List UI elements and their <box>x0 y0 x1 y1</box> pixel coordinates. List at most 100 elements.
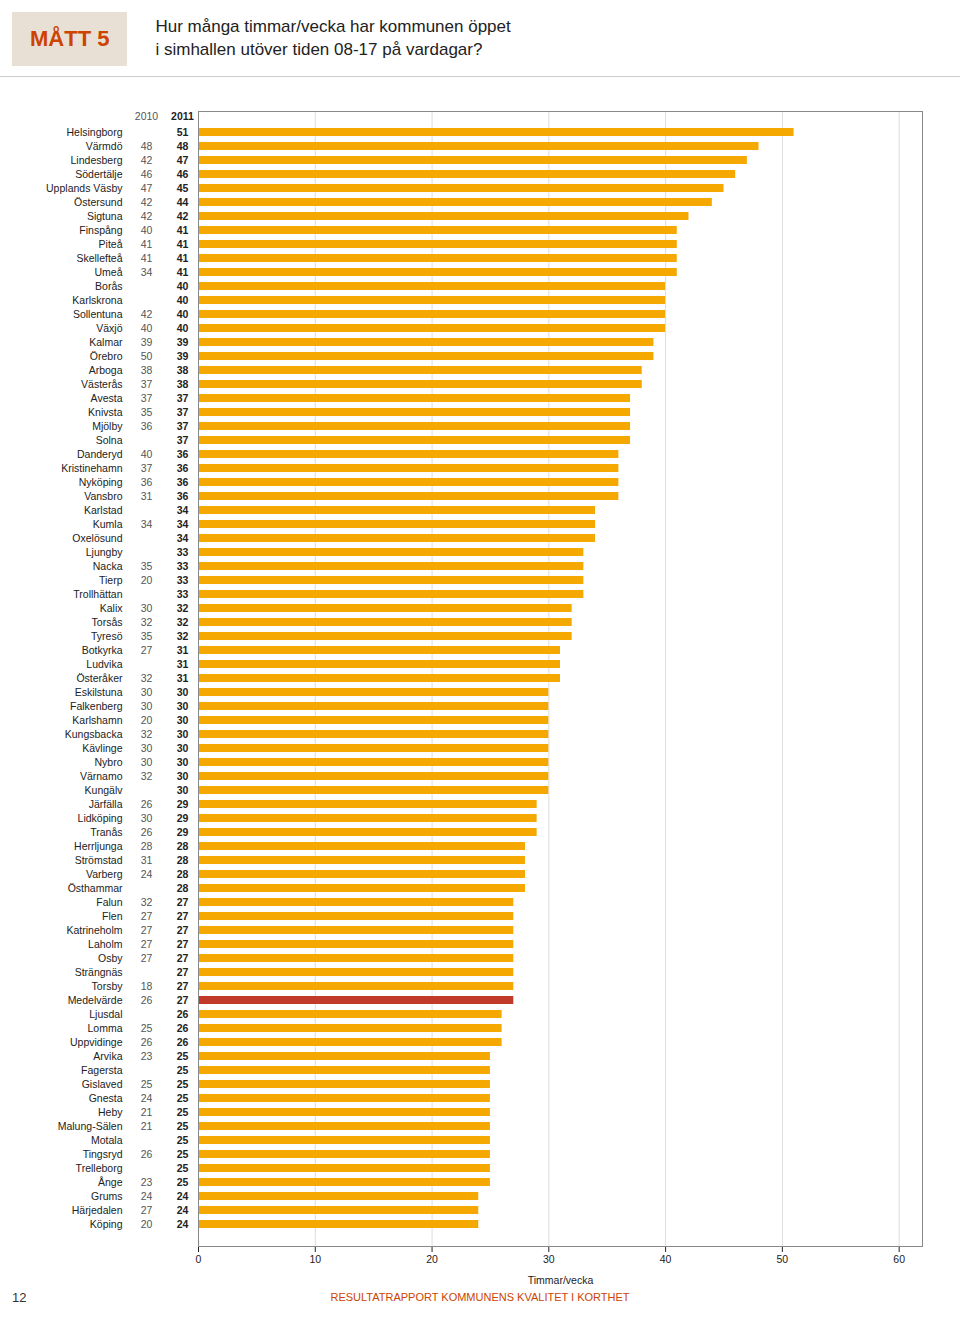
svg-text:21: 21 <box>141 1120 153 1132</box>
svg-text:40: 40 <box>141 224 153 236</box>
svg-text:37: 37 <box>177 392 189 404</box>
svg-text:25: 25 <box>177 1064 189 1076</box>
svg-text:25: 25 <box>177 1148 189 1160</box>
svg-text:Gislaved: Gislaved <box>82 1078 123 1090</box>
svg-text:30: 30 <box>141 602 153 614</box>
svg-text:Trollhättan: Trollhättan <box>73 588 122 600</box>
svg-text:38: 38 <box>177 364 189 376</box>
svg-text:40: 40 <box>177 322 189 334</box>
svg-text:36: 36 <box>141 420 153 432</box>
svg-text:Laholm: Laholm <box>88 938 123 950</box>
svg-text:Gnesta: Gnesta <box>89 1092 123 1104</box>
svg-text:28: 28 <box>177 854 189 866</box>
svg-text:25: 25 <box>177 1162 189 1174</box>
svg-text:Kävlinge: Kävlinge <box>82 742 122 754</box>
svg-text:26: 26 <box>177 1022 189 1034</box>
svg-text:45: 45 <box>177 182 189 194</box>
svg-text:30: 30 <box>141 686 153 698</box>
svg-text:Tierp: Tierp <box>99 574 123 586</box>
svg-text:46: 46 <box>177 168 189 180</box>
svg-text:25: 25 <box>177 1176 189 1188</box>
svg-text:38: 38 <box>141 364 153 376</box>
svg-text:36: 36 <box>177 476 189 488</box>
svg-text:47: 47 <box>141 182 153 194</box>
svg-text:20: 20 <box>141 714 153 726</box>
svg-text:27: 27 <box>141 910 153 922</box>
svg-text:24: 24 <box>177 1204 189 1216</box>
svg-text:Kumla: Kumla <box>93 518 123 530</box>
svg-text:41: 41 <box>177 238 189 250</box>
svg-text:Värnamo: Värnamo <box>80 770 123 782</box>
svg-text:Östersund: Östersund <box>74 196 123 208</box>
svg-text:29: 29 <box>177 812 189 824</box>
svg-text:Ljungby: Ljungby <box>86 546 124 558</box>
svg-text:32: 32 <box>141 616 153 628</box>
svg-text:10: 10 <box>309 1253 321 1265</box>
svg-text:36: 36 <box>177 462 189 474</box>
svg-text:Oxelösund: Oxelösund <box>72 532 122 544</box>
svg-text:Sigtuna: Sigtuna <box>87 210 123 222</box>
svg-text:Tranås: Tranås <box>90 826 122 838</box>
svg-text:29: 29 <box>177 798 189 810</box>
svg-text:Härjedalen: Härjedalen <box>72 1204 123 1216</box>
svg-text:25: 25 <box>177 1050 189 1062</box>
svg-text:Tyresö: Tyresö <box>91 630 123 642</box>
svg-text:2011: 2011 <box>171 110 194 122</box>
svg-text:Medelvärde: Medelvärde <box>68 994 123 1006</box>
svg-text:30: 30 <box>177 742 189 754</box>
svg-text:Strömstad: Strömstad <box>75 854 123 866</box>
svg-text:39: 39 <box>177 350 189 362</box>
svg-text:41: 41 <box>177 266 189 278</box>
svg-text:32: 32 <box>141 728 153 740</box>
svg-text:37: 37 <box>141 378 153 390</box>
svg-text:42: 42 <box>177 210 189 222</box>
svg-text:25: 25 <box>177 1120 189 1132</box>
svg-text:Piteå: Piteå <box>99 238 123 250</box>
svg-text:42: 42 <box>141 308 153 320</box>
svg-text:27: 27 <box>177 980 189 992</box>
svg-text:27: 27 <box>177 896 189 908</box>
svg-text:30: 30 <box>177 756 189 768</box>
svg-text:30: 30 <box>141 812 153 824</box>
svg-text:Grums: Grums <box>91 1190 123 1202</box>
svg-text:26: 26 <box>177 1008 189 1020</box>
svg-text:26: 26 <box>141 798 153 810</box>
svg-text:29: 29 <box>177 826 189 838</box>
svg-text:Varberg: Varberg <box>86 868 123 880</box>
svg-text:50: 50 <box>777 1253 789 1265</box>
svg-text:48: 48 <box>141 140 153 152</box>
svg-text:Lindesberg: Lindesberg <box>71 154 123 166</box>
svg-text:36: 36 <box>177 448 189 460</box>
svg-text:40: 40 <box>177 294 189 306</box>
svg-text:Lidköping: Lidköping <box>78 812 123 824</box>
svg-text:35: 35 <box>141 560 153 572</box>
svg-text:Ljusdal: Ljusdal <box>89 1008 122 1020</box>
svg-text:30: 30 <box>543 1253 555 1265</box>
svg-text:Arboga: Arboga <box>89 364 123 376</box>
svg-text:25: 25 <box>141 1022 153 1034</box>
svg-text:26: 26 <box>141 994 153 1006</box>
svg-text:24: 24 <box>141 868 153 880</box>
svg-text:42: 42 <box>141 154 153 166</box>
svg-text:Nyköping: Nyköping <box>79 476 123 488</box>
svg-text:Borås: Borås <box>95 280 122 292</box>
svg-text:27: 27 <box>177 924 189 936</box>
svg-text:Strängnäs: Strängnäs <box>75 966 123 978</box>
svg-text:0: 0 <box>196 1253 202 1265</box>
svg-text:24: 24 <box>141 1092 153 1104</box>
svg-text:44: 44 <box>177 196 189 208</box>
svg-text:50: 50 <box>141 350 153 362</box>
svg-text:Växjö: Växjö <box>96 322 122 334</box>
svg-text:30: 30 <box>177 784 189 796</box>
svg-text:Karlskrona: Karlskrona <box>72 294 122 306</box>
svg-text:Torsås: Torsås <box>92 616 123 628</box>
svg-text:36: 36 <box>177 490 189 502</box>
svg-text:Heby: Heby <box>98 1106 123 1118</box>
svg-text:41: 41 <box>141 238 153 250</box>
svg-text:31: 31 <box>177 658 189 670</box>
svg-text:Kungälv: Kungälv <box>85 784 124 796</box>
svg-text:30: 30 <box>177 700 189 712</box>
svg-text:32: 32 <box>177 616 189 628</box>
svg-text:Köping: Köping <box>90 1218 123 1230</box>
svg-text:Örebro: Örebro <box>90 350 123 362</box>
